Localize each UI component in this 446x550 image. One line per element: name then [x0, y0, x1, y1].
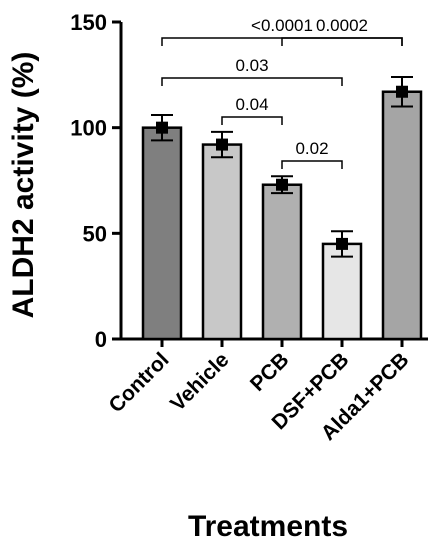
- significance-bracket: [161, 77, 343, 86]
- significance-bracket: [221, 116, 283, 125]
- mean-marker: [396, 85, 408, 98]
- p-value-label: <0.0001: [251, 16, 313, 35]
- y-tick-label: 150: [70, 10, 107, 35]
- x-category-label: PCB: [246, 348, 294, 396]
- mean-marker: [336, 237, 348, 250]
- p-value-label: 0.03: [235, 56, 268, 75]
- mean-marker: [156, 121, 168, 134]
- significance-bracket: [281, 37, 403, 46]
- mean-marker: [276, 178, 288, 191]
- y-tick-label: 50: [83, 221, 107, 246]
- bar-alda1-pcb: [381, 90, 423, 341]
- bar-pcb: [261, 183, 303, 341]
- x-category-label: Control: [104, 348, 173, 417]
- p-value-label: 0.0002: [316, 16, 368, 35]
- bar-control: [141, 126, 183, 341]
- mean-marker: [216, 138, 228, 151]
- x-category-label: Vehicle: [166, 348, 233, 415]
- mean-markers: [156, 85, 408, 250]
- y-ticks: 0 50 100 150: [70, 10, 121, 352]
- p-value-label: 0.02: [295, 139, 328, 158]
- bar-dsf-pcb: [321, 242, 363, 341]
- p-value-label: 0.04: [235, 95, 268, 114]
- y-tick-label: 100: [70, 116, 107, 141]
- y-tick-label: 0: [95, 327, 107, 352]
- significance-brackets: <0.0001 0.0002 0.03 0.04 0.02: [161, 16, 403, 169]
- x-axis-title: Treatments: [188, 510, 348, 543]
- y-axis-title: ALDH2 activity (%): [7, 52, 40, 319]
- significance-bracket: [281, 160, 343, 169]
- bars: [141, 90, 423, 341]
- bar-vehicle: [201, 143, 243, 341]
